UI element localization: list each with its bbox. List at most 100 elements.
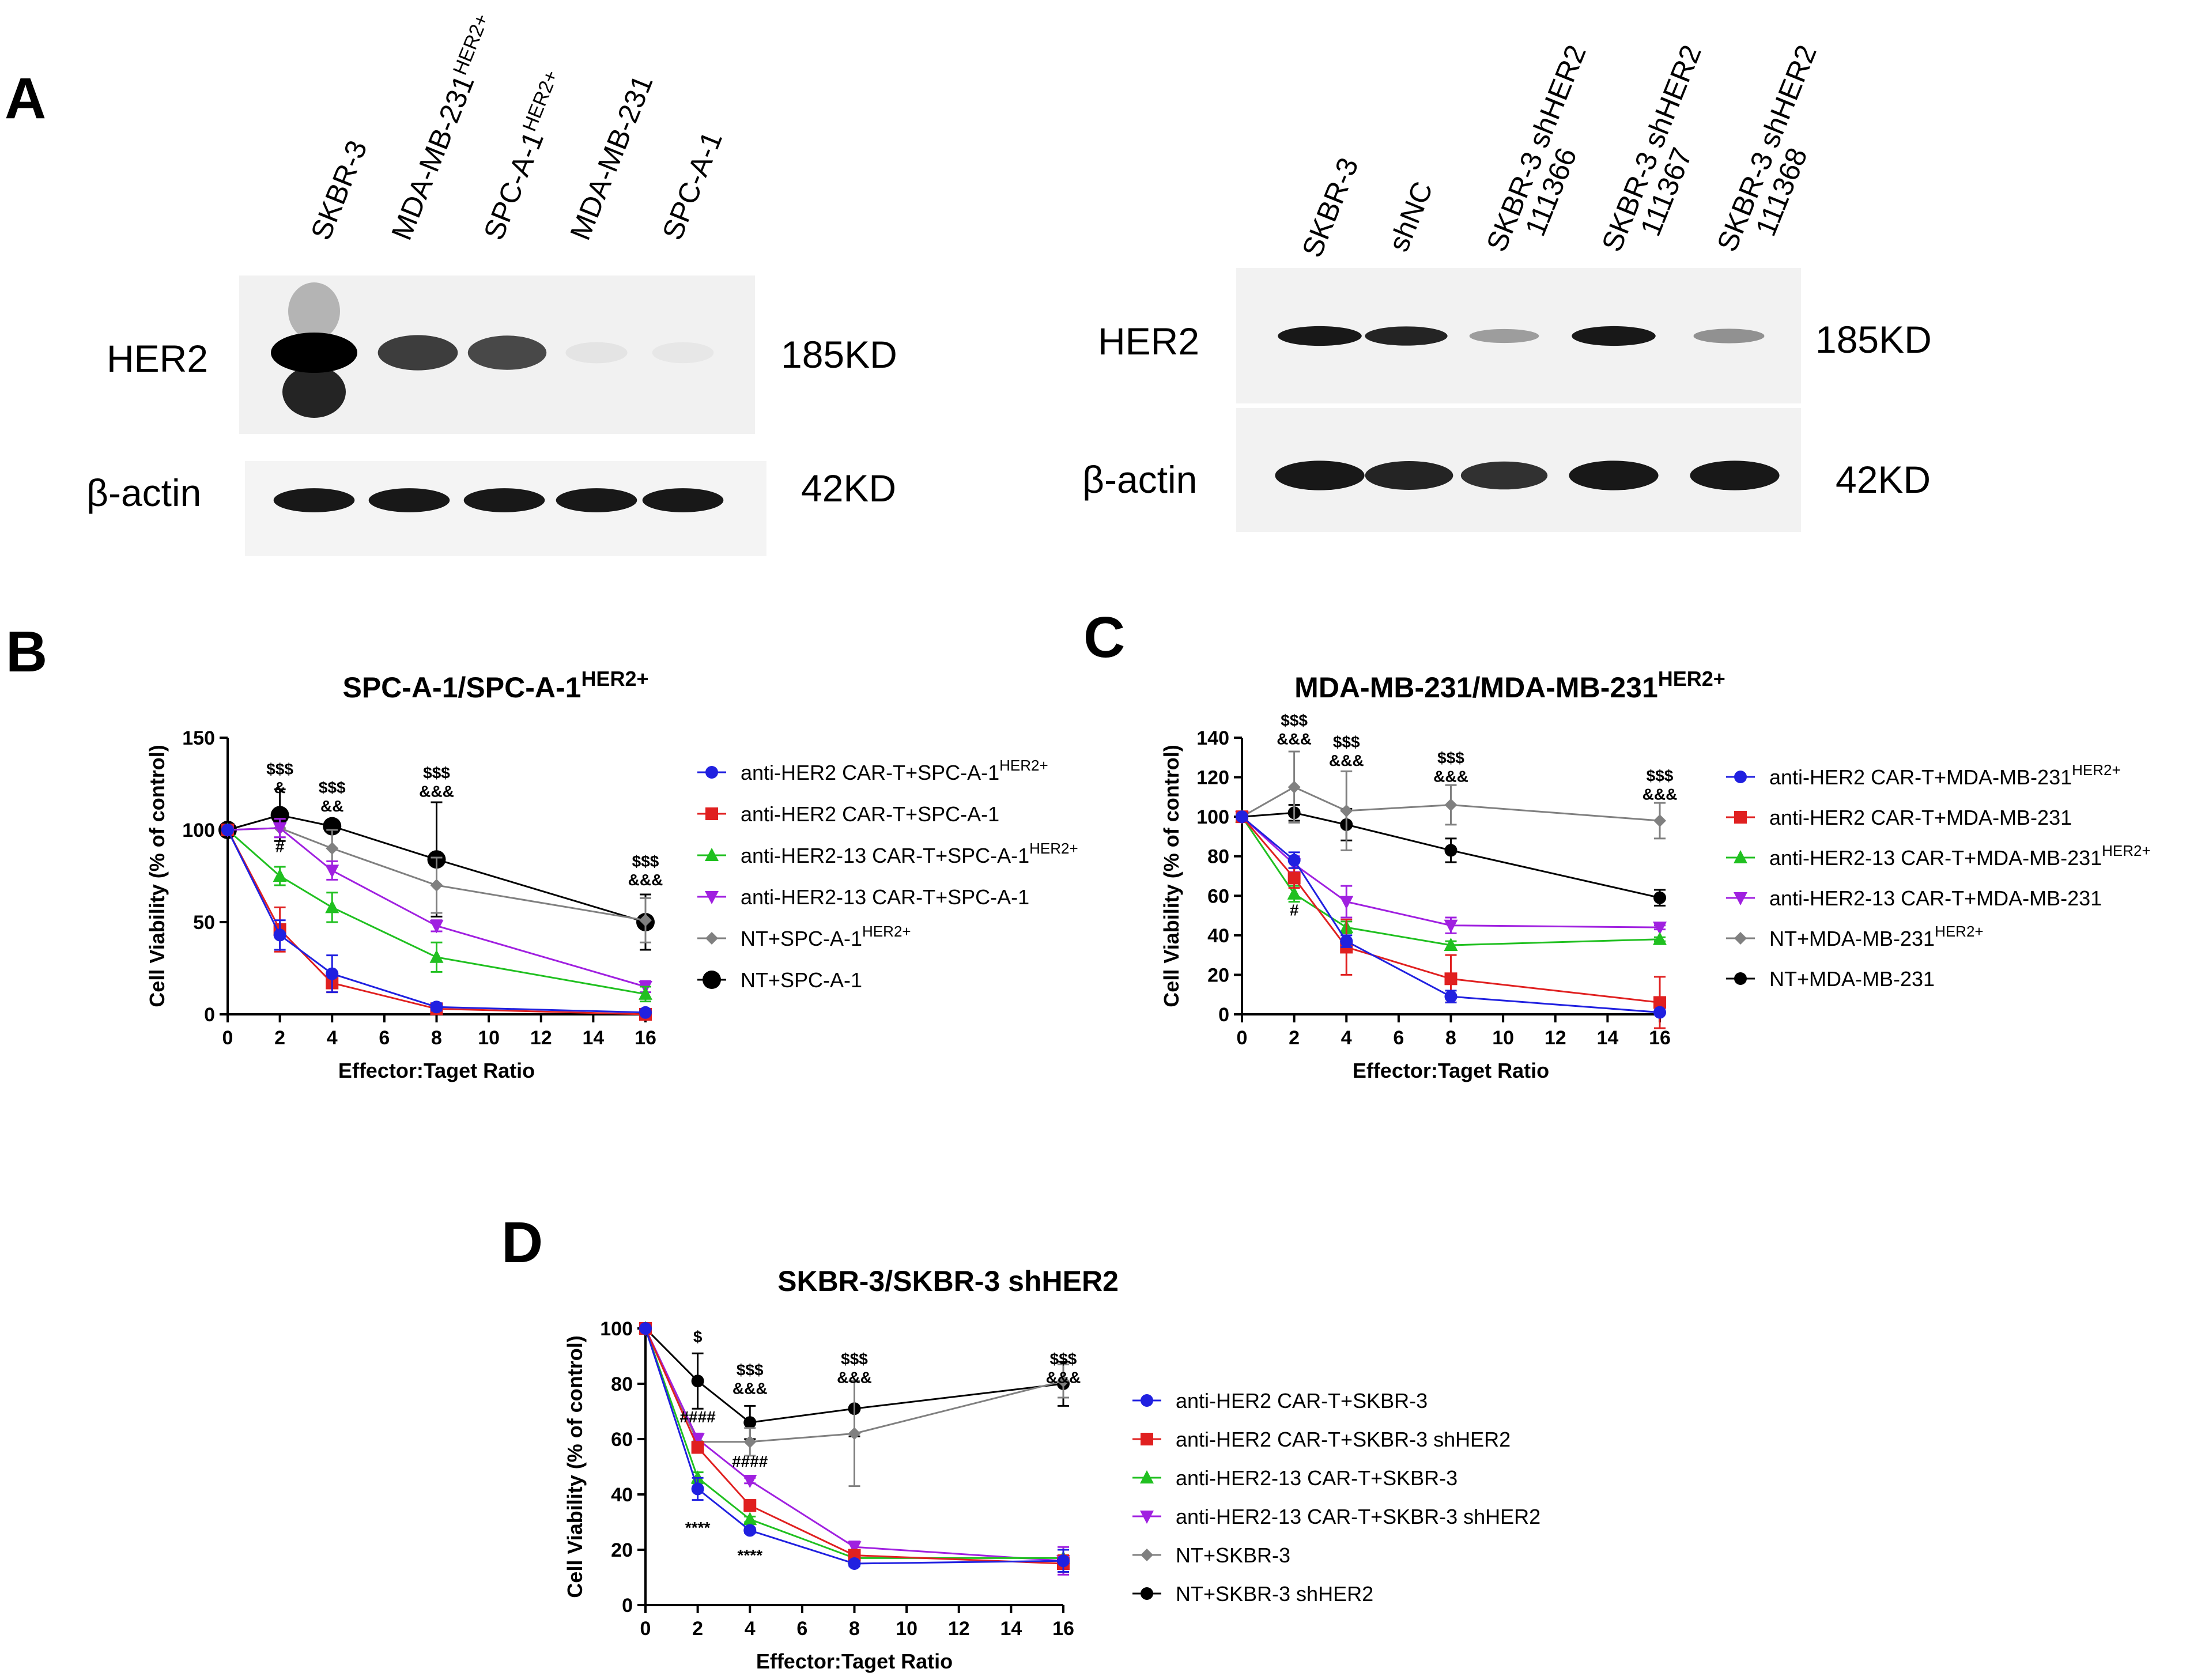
y-axis-label: Cell Viability (% of control) xyxy=(563,1335,587,1598)
series xyxy=(639,1322,1070,1488)
data-point xyxy=(639,1322,652,1335)
x-axis-label: Effector:Taget Ratio xyxy=(338,1059,535,1082)
legend-label-text: anti-HER2 CAR-T+MDA-MB-231 xyxy=(1769,806,2072,829)
x-tick-label: 14 xyxy=(582,1027,604,1049)
wb-band xyxy=(1572,326,1656,346)
series xyxy=(1236,810,1666,1019)
data-point xyxy=(1444,938,1458,951)
legend-label: anti-HER2 CAR-T+SKBR-3 xyxy=(1176,1389,1428,1413)
legend-label-text: anti-HER2-13 CAR-T+SKBR-3 xyxy=(1176,1466,1458,1490)
data-point xyxy=(1057,1554,1070,1568)
data-point xyxy=(1287,871,1301,885)
x-tick-label: 6 xyxy=(796,1618,807,1640)
x-tick-label: 12 xyxy=(948,1618,970,1640)
legend-label-text: NT+SPC-A-1 xyxy=(741,968,862,992)
wb-right-lane-label: shNC xyxy=(1382,177,1439,256)
x-tick-label: 4 xyxy=(745,1618,756,1640)
legend-label: anti-HER2-13 CAR-T+MDA-MB-231 xyxy=(1769,886,2102,910)
data-point xyxy=(1339,896,1354,909)
data-point xyxy=(848,1427,861,1440)
significance-annotation: $$$ xyxy=(266,760,293,778)
panel-label-c: C xyxy=(1083,605,1125,670)
wb-left-actin-bands xyxy=(273,488,724,512)
legend-marker xyxy=(1734,972,1747,985)
significance-annotation: $$$ xyxy=(1281,711,1308,729)
legend-label-text: anti-HER2 CAR-T+SKBR-3 shHER2 xyxy=(1176,1428,1511,1451)
legend-marker xyxy=(705,848,719,861)
legend-label: anti-HER2 CAR-T+SKBR-3 shHER2 xyxy=(1176,1428,1511,1451)
significance-annotation: **** xyxy=(737,1546,762,1564)
chart-title-text: SPC-A-1/SPC-A-1 xyxy=(342,671,581,704)
x-tick-label: 2 xyxy=(1289,1027,1300,1049)
chart-title-text: SKBR-3/SKBR-3 shHER2 xyxy=(777,1265,1119,1297)
series xyxy=(1236,750,1666,851)
data-point xyxy=(743,1416,757,1429)
significance-annotation: $$$ xyxy=(319,779,346,796)
chart-b: SPC-A-1/SPC-A-1HER2+0 2 4 6 8 10 12 14 160501001… xyxy=(145,667,1078,1082)
legend-marker xyxy=(1141,1549,1153,1561)
y-tick-label: 80 xyxy=(611,1373,633,1395)
wb-band xyxy=(1365,461,1453,490)
data-point xyxy=(691,1375,704,1388)
data-point xyxy=(639,913,652,927)
legend-marker xyxy=(705,807,718,820)
data-point xyxy=(1287,854,1301,867)
wb-right-lane-label: SKBR-3 shHER2111368 xyxy=(1711,40,1851,267)
chart-title: MDA-MB-231/MDA-MB-231HER2+ xyxy=(1294,667,1725,704)
legend-label: anti-HER2 CAR-T+SPC-A-1 xyxy=(741,802,999,826)
x-tick-label: 8 xyxy=(1445,1027,1456,1049)
chart-title: SKBR-3/SKBR-3 shHER2 xyxy=(777,1265,1119,1297)
legend-label: NT+SPC-A-1HER2+ xyxy=(741,923,911,950)
x-tick-label: 16 xyxy=(1052,1618,1074,1640)
legend-label-sup: HER2+ xyxy=(1935,923,1984,940)
panel-label-d: D xyxy=(501,1210,543,1275)
data-point xyxy=(1340,935,1353,948)
x-tick-label: 4 xyxy=(327,1027,338,1049)
wb-right-lane-label: SKBR-3 shHER2111367 xyxy=(1595,40,1735,267)
wb-band xyxy=(273,488,355,512)
chart-title-sup: HER2+ xyxy=(1658,667,1725,690)
legend-label-text: anti-HER2-13 CAR-T+SPC-A-1 xyxy=(741,885,1029,909)
data-point xyxy=(1287,780,1301,794)
wb-band xyxy=(271,333,357,373)
significance-annotation: $$$ xyxy=(841,1350,868,1368)
data-point xyxy=(1653,922,1667,935)
legend-marker xyxy=(1140,1470,1154,1483)
data-point xyxy=(691,1441,704,1454)
legend-label: anti-HER2-13 CAR-T+SPC-A-1 xyxy=(741,885,1029,909)
legend-marker xyxy=(705,932,718,945)
legend-label-sup: HER2+ xyxy=(1029,840,1078,857)
significance-annotation: # xyxy=(1290,901,1299,919)
panel-label-a: A xyxy=(5,66,46,131)
x-tick-label: 0 xyxy=(640,1618,651,1640)
significance-annotation: && xyxy=(320,797,343,815)
x-tick-label: 10 xyxy=(896,1618,917,1640)
wb-right-actin-bands xyxy=(1275,460,1780,490)
significance-annotation: $$$ xyxy=(423,764,450,782)
wb-left-lane-label: SPC-A-1 xyxy=(656,127,728,244)
series xyxy=(639,1322,1070,1573)
wb-right-actin-label: β-actin xyxy=(1082,458,1197,501)
wb-band xyxy=(1275,460,1365,490)
data-point xyxy=(325,864,339,878)
significance-annotation: &&& xyxy=(1642,785,1678,803)
x-tick-label: 2 xyxy=(274,1027,285,1049)
data-point xyxy=(273,869,287,882)
significance-annotation: **** xyxy=(685,1519,711,1536)
legend-label: anti-HER2-13 CAR-T+SKBR-3 shHER2 xyxy=(1176,1505,1540,1528)
chart-c: MDA-MB-231/MDA-MB-231HER2+0 2 4 6 8 10 12 14 160… xyxy=(1160,667,2151,1082)
legend-label-text: NT+MDA-MB-231 xyxy=(1769,967,1935,991)
x-tick-label: 16 xyxy=(1649,1027,1671,1049)
data-point xyxy=(847,1541,862,1555)
y-tick-label: 0 xyxy=(622,1595,633,1617)
legend-label: NT+SPC-A-1 xyxy=(741,968,862,992)
wb-band xyxy=(642,488,724,512)
x-tick-label: 14 xyxy=(1000,1618,1022,1640)
legend-marker xyxy=(1734,892,1747,905)
chart-d: SKBR-3/SKBR-3 shHER2 0 2 4 6 8 10 12 14 16 0 20 40 60… xyxy=(563,1265,1540,1673)
data-point xyxy=(429,920,444,934)
legend-label-text: anti-HER2 CAR-T+SPC-A-1 xyxy=(741,761,999,784)
significance-annotation: $$$ xyxy=(1437,749,1464,767)
data-point xyxy=(743,1499,757,1512)
data-point xyxy=(1653,1006,1666,1019)
